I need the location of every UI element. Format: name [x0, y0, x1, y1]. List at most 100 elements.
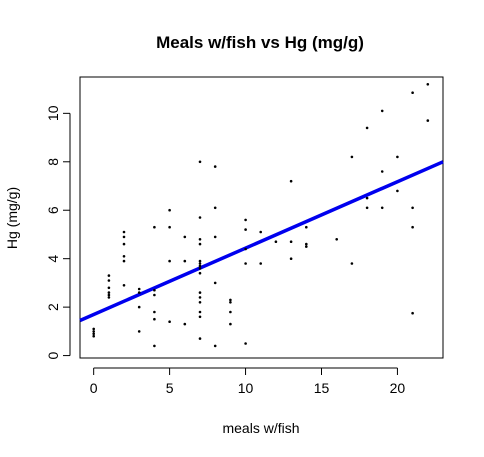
data-point — [137, 305, 141, 309]
regression-layer — [79, 160, 444, 323]
data-point — [168, 259, 171, 263]
data-point — [122, 235, 126, 239]
data-point — [122, 230, 126, 234]
data-point — [229, 298, 232, 302]
data-point — [198, 315, 202, 319]
x-tick-label: 0 — [90, 380, 98, 396]
y-axis: 0 2 4 6 8 10 — [45, 105, 71, 359]
data-point — [244, 342, 247, 345]
y-axis-label: Hg (mg/g) — [4, 187, 20, 249]
data-point — [198, 216, 202, 219]
data-point — [335, 238, 339, 241]
data-point — [92, 334, 95, 338]
x-tick-label: 5 — [166, 380, 174, 396]
data-point — [380, 206, 384, 210]
chart-title: Meals w/fish vs Hg (mg/g) — [156, 33, 364, 52]
data-point — [365, 126, 369, 130]
data-point — [198, 291, 202, 294]
data-point — [153, 288, 156, 292]
data-point — [198, 310, 202, 314]
y-tick-label: 0 — [45, 351, 61, 359]
data-point — [229, 301, 232, 304]
data-point — [183, 322, 187, 326]
x-tick-label: 20 — [390, 380, 406, 396]
points-layer — [92, 83, 430, 348]
data-point — [411, 91, 414, 94]
data-point — [198, 264, 202, 268]
data-point — [92, 330, 95, 333]
data-point — [289, 257, 293, 261]
plot-area — [79, 76, 444, 359]
data-point — [153, 293, 156, 297]
data-point — [107, 291, 111, 294]
x-axis: 0 5 10 15 20 — [90, 367, 406, 396]
data-point — [396, 155, 399, 159]
data-point — [198, 337, 202, 340]
x-tick-label: 15 — [314, 380, 330, 396]
x-tick-label: 10 — [238, 380, 254, 396]
data-point — [411, 311, 414, 315]
data-point — [426, 83, 430, 86]
plot-frame — [79, 76, 444, 359]
y-tick-label: 8 — [45, 158, 61, 166]
data-point — [213, 344, 217, 348]
data-point — [92, 327, 95, 331]
data-point — [198, 271, 202, 275]
y-tick-label: 2 — [45, 303, 61, 311]
data-point — [168, 320, 171, 324]
data-point — [153, 310, 156, 314]
x-axis-label: meals w/fish — [222, 420, 299, 436]
data-point — [229, 322, 232, 326]
data-point — [198, 296, 202, 299]
data-point — [107, 286, 111, 290]
data-point — [213, 281, 217, 285]
data-point — [168, 208, 171, 212]
data-point — [305, 242, 308, 246]
data-point — [198, 160, 202, 164]
data-point — [198, 238, 202, 241]
data-point — [380, 170, 384, 173]
data-point — [244, 262, 247, 265]
data-point — [137, 330, 141, 333]
data-point — [198, 242, 202, 246]
data-point — [122, 284, 126, 287]
data-point — [259, 262, 263, 265]
y-tick-label: 6 — [45, 206, 61, 214]
data-point — [365, 206, 369, 210]
data-point — [183, 259, 187, 263]
data-point — [122, 254, 126, 258]
data-point — [244, 247, 247, 251]
data-point — [411, 225, 414, 229]
data-point — [229, 310, 232, 314]
data-point — [122, 259, 126, 263]
data-point — [137, 291, 141, 294]
data-point — [244, 218, 247, 222]
data-point — [213, 165, 217, 168]
data-point — [168, 225, 171, 229]
data-point — [289, 240, 293, 243]
y-tick-label: 10 — [45, 105, 61, 121]
y-tick-label: 4 — [45, 255, 61, 263]
data-point — [426, 119, 430, 122]
data-point — [198, 259, 202, 263]
data-point — [92, 332, 95, 336]
data-point — [198, 267, 202, 270]
data-point — [305, 225, 308, 229]
data-point — [183, 235, 187, 239]
data-point — [274, 240, 278, 243]
data-point — [153, 225, 156, 229]
data-point — [107, 296, 111, 299]
data-point — [396, 189, 399, 193]
data-point — [153, 344, 156, 348]
data-point — [380, 109, 384, 113]
data-point — [213, 235, 217, 239]
data-point — [244, 228, 247, 231]
data-point — [289, 179, 293, 183]
data-point — [411, 206, 414, 210]
data-point — [107, 293, 111, 297]
data-point — [259, 230, 263, 234]
data-point — [122, 242, 126, 246]
data-point — [107, 279, 111, 282]
data-point — [365, 196, 369, 200]
